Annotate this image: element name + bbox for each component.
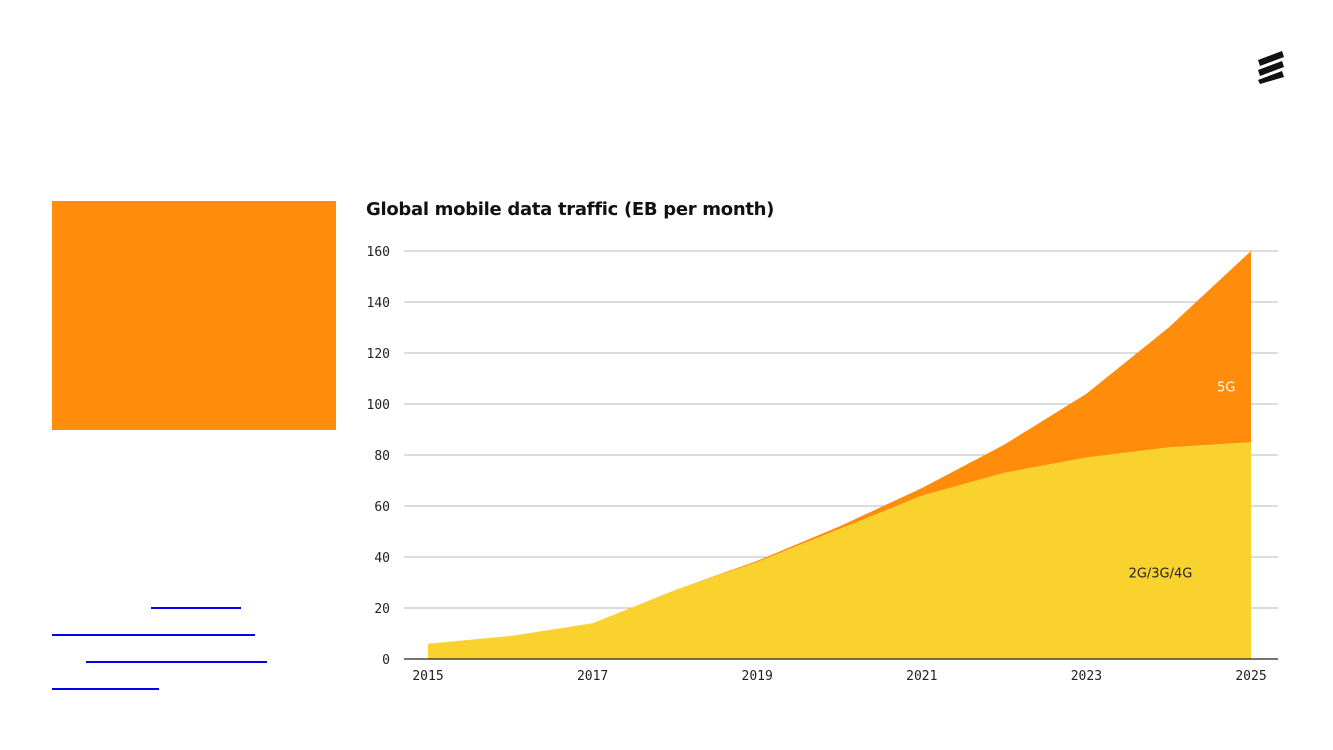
y-tick-label: 140: [367, 296, 390, 311]
x-tick-label: 2023: [1071, 669, 1102, 684]
y-tick-label: 0: [382, 653, 390, 668]
series-label-2g3g4g: 2G/3G/4G: [1129, 566, 1193, 581]
y-tick-label: 120: [367, 347, 390, 362]
y-tick-label: 160: [367, 245, 390, 260]
y-tick-label: 40: [374, 551, 390, 566]
y-tick-label: 60: [374, 500, 390, 515]
x-tick-label: 2019: [742, 669, 773, 684]
series-label-5g: 5G: [1217, 380, 1235, 395]
x-tick-label: 2025: [1235, 669, 1266, 684]
y-tick-label: 80: [374, 449, 390, 464]
area-chart: 0 20 40 60 80 100 120 140 160 2015 2017 2019 2021 202…: [367, 245, 1278, 684]
accent-panel: [52, 201, 336, 430]
y-tick-label: 20: [374, 602, 390, 617]
link-underline[interactable]: [52, 688, 159, 690]
link-underline[interactable]: [86, 661, 267, 663]
x-tick-label: 2015: [412, 669, 443, 684]
ericsson-logo-icon: [1258, 51, 1284, 84]
chart-title: Global mobile data traffic (EB per month…: [366, 199, 775, 220]
series-5g-area: [428, 251, 1251, 644]
link-underline[interactable]: [52, 634, 255, 636]
x-tick-label: 2017: [577, 669, 608, 684]
series-2g3g4g-area: [428, 442, 1251, 659]
y-tick-label: 100: [367, 398, 390, 413]
x-tick-label: 2021: [906, 669, 937, 684]
link-underline[interactable]: [151, 607, 241, 609]
